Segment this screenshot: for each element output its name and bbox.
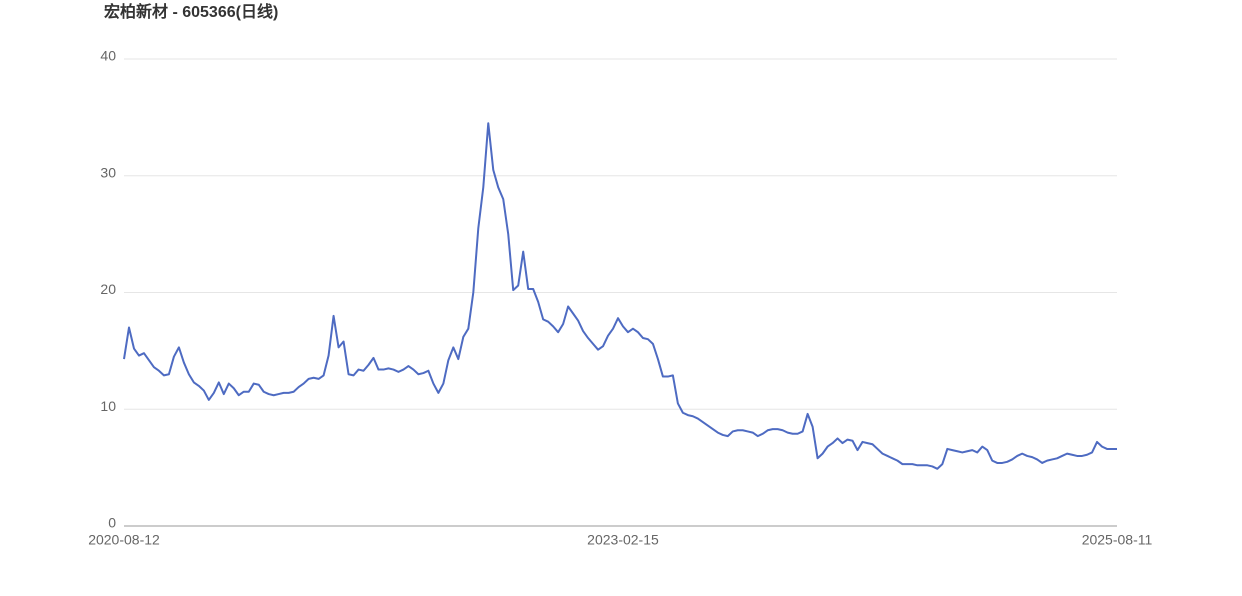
x-tick-label: 2023-02-15 — [587, 532, 659, 548]
x-tick-label: 2025-08-11 — [1082, 532, 1153, 548]
y-tick-label: 40 — [100, 48, 116, 64]
y-tick-label: 30 — [100, 164, 116, 180]
y-tick-label: 10 — [100, 398, 116, 414]
y-tick-label: 20 — [100, 281, 116, 297]
price-line — [123, 122, 1117, 470]
chart-title: 宏柏新材 - 605366(日线) — [104, 2, 278, 21]
y-tick-label: 0 — [108, 515, 116, 531]
x-tick-label: 2020-08-12 — [88, 532, 160, 548]
